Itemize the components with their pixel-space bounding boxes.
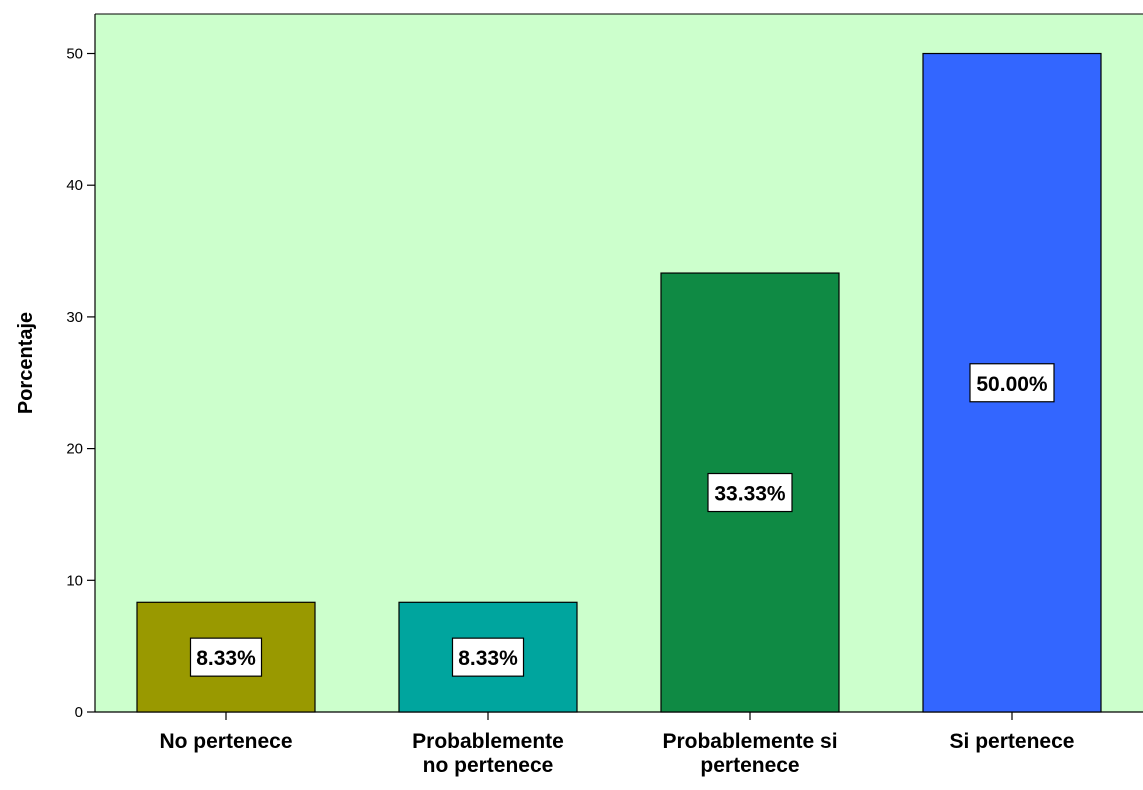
y-tick-label: 20 bbox=[66, 441, 83, 458]
y-tick-label: 0 bbox=[75, 704, 83, 721]
y-tick-label: 10 bbox=[66, 572, 83, 589]
data-label-box bbox=[189, 637, 263, 677]
x-tick-label: Probablemente si pertenece bbox=[662, 730, 837, 777]
x-tick-label: No pertenece bbox=[159, 730, 292, 753]
data-label-box bbox=[451, 637, 525, 677]
y-tick-label: 30 bbox=[66, 309, 83, 326]
data-label: 50.00% bbox=[976, 373, 1048, 396]
data-label: 8.33% bbox=[196, 647, 256, 670]
y-tick-label: 40 bbox=[66, 177, 83, 194]
y-axis-label: Porcentaje bbox=[15, 312, 37, 414]
data-label: 8.33% bbox=[458, 647, 518, 670]
x-tick-label: Si pertenece bbox=[950, 730, 1075, 753]
data-label: 33.33% bbox=[714, 483, 786, 506]
x-axis: No pertenece Probablemente no pertenece Pro… bbox=[95, 711, 1143, 777]
y-axis: 0 10 20 30 40 50 bbox=[66, 13, 1143, 721]
y-tick-label: 50 bbox=[66, 46, 83, 63]
x-tick-label: Probablemente no pertenece bbox=[412, 730, 564, 777]
data-label-box bbox=[969, 363, 1055, 403]
data-label-box bbox=[707, 472, 793, 513]
data-labels: 8.33% 8.33% 33.33% 50.00% bbox=[189, 363, 1055, 677]
